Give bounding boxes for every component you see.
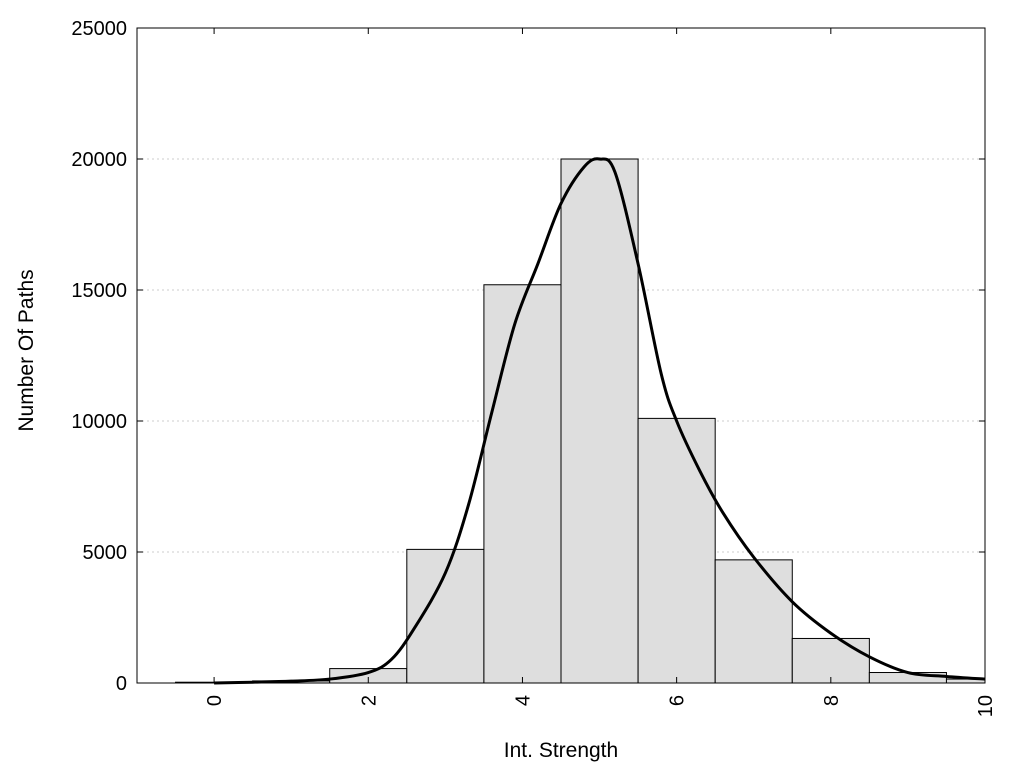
x-tick-label: 2 bbox=[358, 695, 380, 706]
y-tick-label: 15000 bbox=[71, 280, 127, 302]
x-tick-label: 10 bbox=[975, 695, 997, 717]
histogram-bar bbox=[483, 284, 562, 684]
y-tick-label: 20000 bbox=[71, 149, 127, 171]
y-tick-label: 25000 bbox=[71, 18, 127, 40]
x-tick-label: 6 bbox=[667, 695, 689, 706]
x-tick-label: 4 bbox=[512, 695, 534, 706]
y-tick-label: 10000 bbox=[71, 411, 127, 433]
x-tick-label: 0 bbox=[204, 695, 226, 706]
x-tick-label: 8 bbox=[821, 695, 843, 706]
gridlines bbox=[137, 158, 985, 553]
histogram-bar bbox=[560, 158, 639, 684]
axis-ticks: 0 5000 10000 15000 20000 25000 0 2 4 6 8 10 bbox=[71, 18, 997, 717]
density-curve bbox=[214, 157, 986, 685]
density-curve-line bbox=[214, 157, 986, 685]
y-axis-title: Number Of Paths bbox=[15, 269, 38, 431]
x-axis-title: Int. Strength bbox=[504, 739, 618, 762]
y-tick-label: 5000 bbox=[83, 542, 128, 564]
histogram-bar bbox=[714, 559, 793, 684]
histogram-bar bbox=[637, 417, 716, 684]
histogram-bar bbox=[868, 672, 947, 684]
y-tick-label: 0 bbox=[116, 673, 127, 695]
histogram-bar bbox=[791, 637, 870, 684]
plot-frame bbox=[136, 27, 986, 684]
